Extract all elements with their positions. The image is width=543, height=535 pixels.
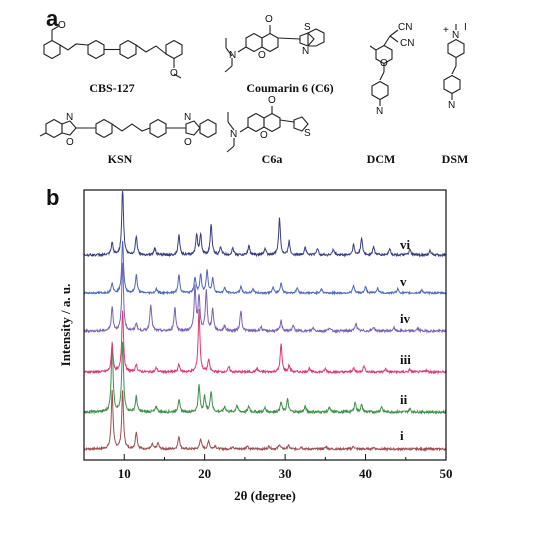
structure-c6a: O O N S <box>226 95 311 153</box>
atom-nitrogen: N <box>66 112 73 123</box>
structure-dcm: O CN CN N <box>369 22 414 117</box>
structure-coumarin6: O O N S N <box>224 14 325 73</box>
atom-nitrogen-plus: N <box>452 30 459 41</box>
series-label-ii: ii <box>400 392 408 407</box>
structure-dsm: N + I N <box>443 22 467 111</box>
atom-oxygen: O <box>268 95 276 106</box>
x-tick-label: 50 <box>440 466 453 481</box>
atom-oxygen: O <box>265 14 273 25</box>
atom-oxygen: O <box>184 137 192 148</box>
series-label-i: i <box>400 428 404 443</box>
series-line-v <box>83 240 447 296</box>
x-tick-label: 10 <box>118 466 131 481</box>
atom-nitrogen: N <box>229 50 236 61</box>
x-axis-title: 2θ (degree) <box>234 488 296 503</box>
label-coumarin6: Coumarin 6 (C6) <box>246 81 333 95</box>
structure-cbs127: O O <box>43 20 183 79</box>
series-line-i <box>83 389 447 452</box>
series-label-iii: iii <box>400 352 411 367</box>
atom-oxygen: O <box>66 137 74 148</box>
label-cbs127: CBS-127 <box>89 81 134 95</box>
series-layer <box>83 190 447 452</box>
atom-charge-plus: + <box>443 25 449 36</box>
x-tick-label: 20 <box>198 466 211 481</box>
label-dsm: DSM <box>442 152 469 166</box>
atom-oxygen: O <box>58 20 66 31</box>
x-tick-label: 40 <box>359 466 372 481</box>
series-line-iv <box>83 262 447 334</box>
atom-sulfur: S <box>304 22 311 33</box>
ticks-layer: 10 20 30 40 50 <box>83 454 453 481</box>
atom-nitrogen: N <box>376 106 383 117</box>
atom-nitrogen: N <box>302 46 309 57</box>
label-ksn: KSN <box>108 152 133 166</box>
atom-nitrogen: N <box>230 129 237 140</box>
atom-sulfur: S <box>304 128 311 139</box>
atom-oxygen: O <box>380 58 388 69</box>
series-label-iv: iv <box>400 311 411 326</box>
panel-letter-a: a <box>46 6 59 31</box>
series-line-ii <box>83 341 447 415</box>
series-label-vi: vi <box>400 237 411 252</box>
series-line-vi <box>83 190 447 258</box>
series-line-iii <box>83 309 447 375</box>
x-tick-label: 30 <box>279 466 292 481</box>
atom-oxygen: O <box>170 68 178 79</box>
label-c6a: C6a <box>262 152 283 166</box>
y-axis-title: Intensity / a. u. <box>58 284 73 367</box>
atom-oxygen: O <box>260 130 268 141</box>
atom-cyano: CN <box>398 22 412 33</box>
atom-nitrogen: N <box>184 112 191 123</box>
panel-a: a O O CBS-127 <box>39 6 469 166</box>
atom-cyano: CN <box>400 38 414 49</box>
atom-nitrogen: N <box>448 100 455 111</box>
label-dcm: DCM <box>367 152 396 166</box>
structure-ksn: N O N O <box>39 112 217 148</box>
plot-frame <box>83 189 447 461</box>
atom-iodide: I <box>464 22 467 33</box>
panel-letter-b: b <box>46 185 59 210</box>
series-label-v: v <box>400 274 407 289</box>
atom-oxygen: O <box>258 50 266 61</box>
